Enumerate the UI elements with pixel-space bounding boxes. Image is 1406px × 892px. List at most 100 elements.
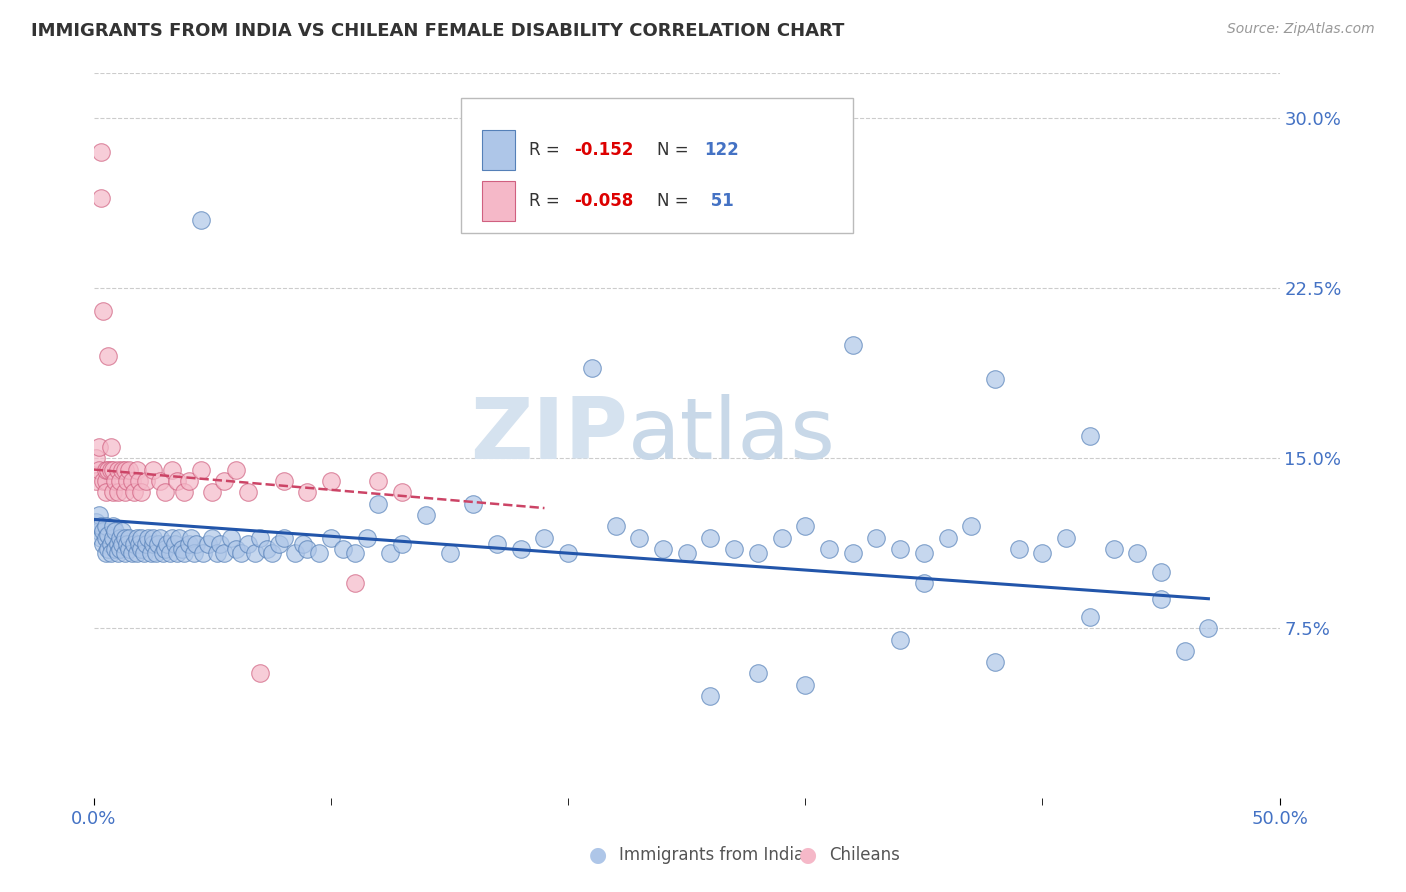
Point (865, 531, 887, 545)
Point (486, 537, 509, 551)
Point (367, 474, 389, 488)
Point (1054, 531, 1077, 545)
Point (139, 546, 162, 560)
Point (343, 575, 366, 590)
Point (1078, 428, 1101, 442)
Point (208, 537, 231, 551)
Point (94, 531, 117, 545)
Point (308, 546, 330, 560)
Point (90, 531, 112, 545)
Point (177, 474, 200, 488)
Point (1150, 591, 1173, 606)
Point (841, 338, 863, 352)
Text: 122: 122 (704, 141, 740, 159)
Point (163, 537, 186, 551)
Point (415, 508, 437, 522)
Point (236, 485, 259, 500)
Point (118, 462, 141, 476)
FancyBboxPatch shape (461, 98, 852, 233)
Point (207, 546, 229, 560)
Point (297, 541, 319, 556)
Point (912, 575, 935, 590)
Point (135, 537, 157, 551)
Point (111, 537, 134, 551)
Point (122, 485, 145, 500)
Point (889, 632, 911, 647)
Point (391, 485, 413, 500)
Point (114, 546, 136, 560)
Point (173, 546, 195, 560)
Point (108, 474, 131, 488)
Point (100, 537, 122, 551)
Text: R =: R = (529, 192, 565, 210)
Point (111, 524, 134, 538)
Point (367, 497, 389, 511)
Point (94, 519, 117, 533)
Point (984, 372, 1007, 386)
Point (201, 531, 224, 545)
Point (841, 546, 863, 560)
Point (114, 462, 136, 476)
Point (794, 678, 817, 692)
Point (380, 546, 402, 560)
Point (1031, 546, 1053, 560)
Point (1150, 565, 1173, 579)
Point (889, 541, 911, 556)
Point (97, 541, 120, 556)
Point (356, 531, 378, 545)
Point (166, 546, 188, 560)
Point (87, 508, 110, 522)
Point (221, 531, 243, 545)
Point (391, 537, 413, 551)
Point (197, 537, 219, 551)
Point (343, 546, 366, 560)
Point (100, 440, 122, 454)
Point (243, 546, 266, 560)
Point (173, 485, 195, 500)
Point (260, 546, 283, 560)
Point (125, 531, 148, 545)
Point (675, 546, 697, 560)
Text: 51: 51 (704, 192, 734, 210)
Point (97, 528, 120, 542)
Point (101, 485, 124, 500)
Point (131, 531, 153, 545)
Point (463, 497, 485, 511)
Point (225, 541, 247, 556)
Point (166, 474, 188, 488)
Point (191, 546, 214, 560)
Point (960, 519, 983, 533)
Point (273, 531, 295, 545)
Point (118, 541, 141, 556)
Point (142, 462, 165, 476)
Point (190, 213, 212, 227)
Point (87, 440, 110, 454)
Point (794, 519, 817, 533)
Point (267, 537, 290, 551)
Point (1008, 541, 1031, 556)
Point (652, 541, 675, 556)
Point (180, 531, 202, 545)
Point (101, 462, 124, 476)
Point (87, 462, 110, 476)
Point (128, 537, 150, 551)
Point (291, 537, 314, 551)
Point (699, 689, 721, 703)
Point (104, 524, 127, 538)
Point (533, 531, 555, 545)
Point (984, 655, 1007, 669)
Point (319, 474, 342, 488)
Point (156, 537, 179, 551)
Point (1126, 546, 1149, 560)
Point (509, 541, 531, 556)
Text: Chileans: Chileans (830, 846, 900, 863)
Point (159, 546, 181, 560)
Point (297, 485, 319, 500)
Point (149, 531, 172, 545)
Point (936, 531, 959, 545)
Point (122, 537, 145, 551)
Point (146, 537, 169, 551)
Point (100, 546, 122, 560)
Point (747, 666, 769, 681)
Point (121, 474, 143, 488)
